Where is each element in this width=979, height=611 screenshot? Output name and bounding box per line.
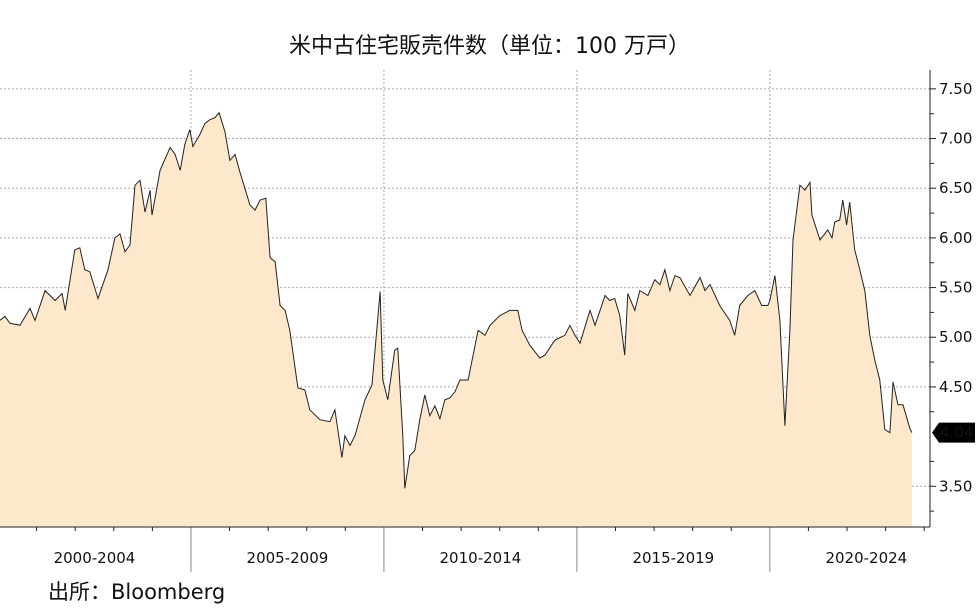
last-value-tag: [932, 422, 975, 443]
y-tick-label: 4.50: [939, 378, 972, 396]
series-area: [0, 112, 912, 527]
y-tick-label: 5.00: [939, 328, 972, 346]
y-tick-label: 3.50: [939, 477, 972, 495]
y-tick-label: 6.00: [939, 229, 972, 247]
axes: 7.50 7.00 6.50 6.00 5.50 5.00 4.50 3.50 2000-200…: [0, 70, 972, 572]
x-tick-label: 2005-2009: [247, 549, 329, 567]
chart-title: 米中古住宅販売件数（単位：100 万戸）: [289, 34, 690, 59]
x-tick-label: 2015-2019: [632, 549, 714, 567]
y-tick-label: 5.50: [939, 279, 972, 297]
y-tick-label: 7.50: [939, 80, 972, 98]
x-tick-label: 2020-2024: [825, 549, 907, 567]
last-value-text: 4.04: [940, 424, 973, 442]
x-tick-label: 2000-2004: [54, 549, 136, 567]
y-tick-label: 6.50: [939, 179, 972, 197]
last-value-label: 4.04: [932, 422, 975, 443]
series-line: [0, 111, 913, 489]
source-note: 出所：Bloomberg: [48, 580, 226, 604]
x-tick-label: 2010-2014: [440, 549, 522, 567]
y-tick-label: 7.00: [939, 130, 972, 148]
